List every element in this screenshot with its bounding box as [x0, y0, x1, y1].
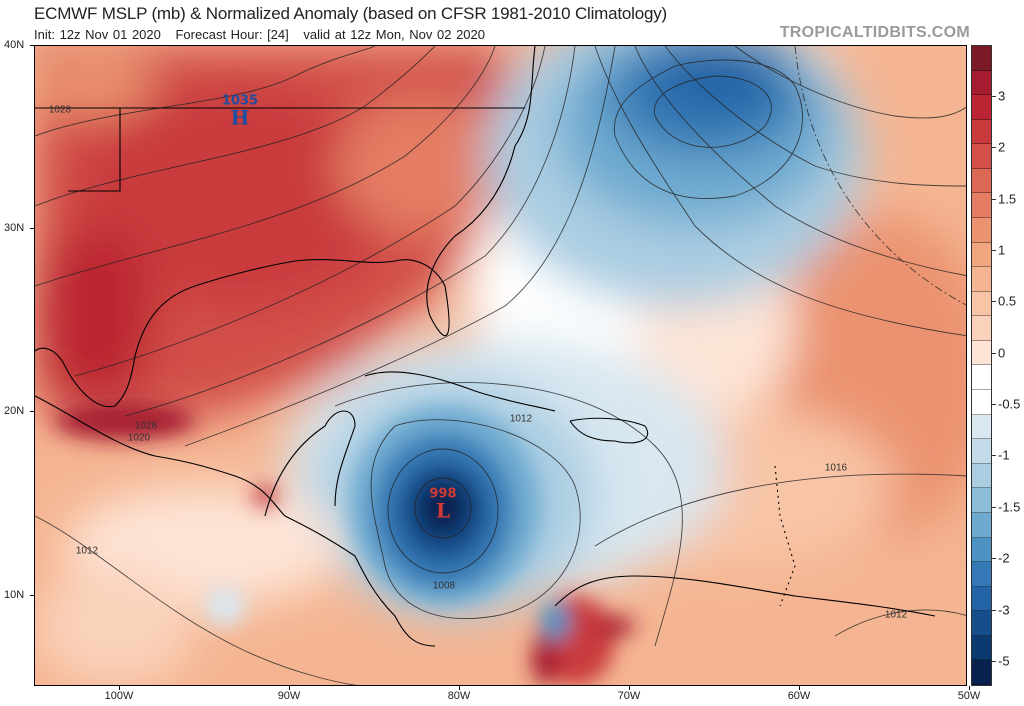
colorbar-segment [972, 488, 991, 513]
lat-tick [30, 45, 34, 46]
colorbar-segment [972, 439, 991, 464]
isobar-label: 1016 [824, 462, 848, 474]
colorbar-tick [992, 660, 996, 662]
colorbar-segment [972, 291, 991, 317]
watermark: TROPICALTIDBITS.COM [779, 24, 970, 41]
lon-label: 100W [104, 690, 134, 702]
high-pressure-value: 1035 [221, 93, 259, 109]
valid-time: valid at 12z Mon, Nov 02 2020 [303, 27, 485, 42]
lon-label: 70W [617, 690, 641, 702]
init-time: Init: 12z Nov 01 2020 [34, 27, 161, 42]
colorbar-label: -0.5 [998, 396, 1021, 412]
colorbar-tick [992, 558, 996, 560]
colorbar-label: -3 [998, 602, 1010, 617]
lat-tick [30, 228, 34, 230]
lat-tick [30, 411, 34, 413]
lat-label: 40N [4, 39, 25, 51]
colorbar-tick [992, 506, 996, 508]
isobar-label: 1028 [48, 104, 72, 116]
isobar-label: 1008 [432, 580, 456, 592]
colorbar-segment [972, 512, 991, 538]
colorbar-segment [972, 95, 991, 120]
lon-tick [289, 686, 290, 690]
anomaly-field [35, 46, 966, 685]
lon-label: 60W [787, 690, 811, 702]
isobar-contours [35, 46, 966, 685]
colorbar [971, 45, 992, 686]
lat-label: 10N [4, 588, 25, 601]
colorbar-label: -1.5 [998, 499, 1021, 515]
colorbar-segment [972, 119, 991, 145]
colorbar-tick [992, 404, 996, 406]
lon-label: 80W [447, 690, 471, 702]
chart-title: ECMWF MSLP (mb) & Normalized Anomaly (ba… [34, 4, 668, 23]
colorbar-label: -2 [998, 550, 1010, 566]
lon-label: 90W [277, 690, 301, 702]
colorbar-label: 1.5 [998, 191, 1017, 207]
lat-label: 20N [4, 405, 25, 418]
coastlines [35, 46, 936, 647]
lat-label: 30N [4, 222, 25, 235]
low-pressure-value: 998 [429, 486, 457, 502]
colorbar-segment [972, 144, 991, 169]
colorbar-segment [972, 537, 991, 563]
high-pressure-center: 1035 H [222, 95, 258, 128]
colorbar-segment [972, 660, 991, 685]
colorbar-segment [972, 635, 991, 661]
colorbar-tick [992, 455, 996, 457]
low-pressure-center: 998 L [429, 488, 456, 521]
colorbar-segment [972, 365, 991, 391]
colorbar-label: -5 [998, 653, 1010, 669]
forecast-hour: Forecast Hour: [24] [175, 27, 289, 42]
colorbar-segment [972, 193, 991, 219]
chart-subtitle: Init: 12z Nov 01 2020 Forecast Hour: [24… [34, 27, 495, 42]
colorbar-segment [972, 168, 991, 194]
colorbar-label: -1 [998, 447, 1010, 463]
colorbar-segment [972, 46, 991, 71]
map-panel: 1035 H 998 L 1028 1028 1020 1012 1008 10… [34, 45, 967, 686]
colorbar-segment [972, 562, 991, 587]
lon-label: 50W [957, 690, 981, 702]
lon-tick [629, 686, 630, 690]
colorbar-segment [972, 414, 991, 440]
colorbar-segment [972, 340, 991, 366]
colorbar-label: 1 [998, 242, 1006, 258]
colorbar-segment [972, 218, 991, 243]
colorbar-segment [972, 70, 991, 96]
colorbar-label: 2 [998, 139, 1006, 155]
lon-tick [969, 686, 970, 690]
isobar-label: 1020 [127, 432, 151, 444]
colorbar-tick [992, 96, 996, 97]
isobar-label: 1012 [884, 609, 908, 621]
colorbar-tick [992, 352, 996, 354]
colorbar-segment [972, 267, 991, 292]
colorbar-segment [972, 390, 991, 415]
high-pressure-letter: H [230, 105, 250, 130]
colorbar-tick [992, 147, 996, 149]
lat-tick [30, 594, 34, 596]
colorbar-segment [972, 242, 991, 268]
lon-tick [799, 686, 800, 690]
colorbar-segment [972, 463, 991, 489]
colorbar-tick [992, 250, 996, 252]
isobar-label: 1012 [509, 413, 533, 425]
lon-tick [459, 686, 460, 690]
isobar-label: 1028 [134, 420, 158, 432]
colorbar-label: 0.5 [998, 293, 1017, 309]
lon-tick [119, 686, 120, 690]
colorbar-segment [972, 586, 991, 612]
colorbar-label: 0 [998, 345, 1006, 361]
colorbar-label: 3 [998, 88, 1006, 104]
colorbar-segment [972, 316, 991, 341]
low-pressure-letter: L [435, 498, 451, 523]
colorbar-tick [992, 198, 996, 200]
colorbar-tick [992, 301, 996, 303]
isobar-label: 1012 [75, 545, 99, 557]
colorbar-tick [992, 609, 996, 611]
colorbar-segment [972, 611, 991, 636]
